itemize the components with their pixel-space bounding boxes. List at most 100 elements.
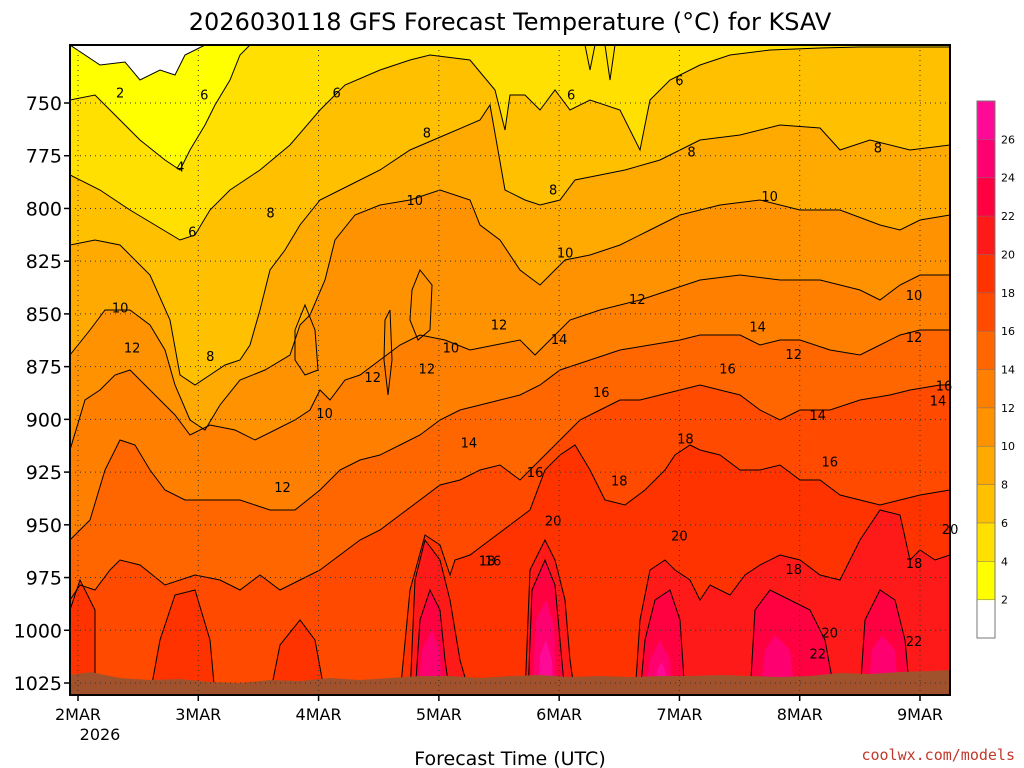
contour-lines: [70, 45, 950, 695]
colorbar-swatch: [977, 254, 995, 294]
y-tick-label: 1000: [14, 620, 62, 642]
colorbar-tick-label: 26: [1001, 133, 1015, 146]
contour-label: 8: [423, 127, 431, 142]
colorbar-tick-label: 4: [1001, 555, 1008, 568]
colorbar-tick-label: 10: [1001, 440, 1015, 453]
colorbar-swatch: [977, 369, 995, 409]
colorbar-tick-label: 8: [1001, 479, 1008, 492]
x-tick-label: 4MAR: [296, 705, 342, 724]
contour-label: 2: [116, 86, 124, 101]
y-tick-label: 825: [26, 251, 62, 273]
y-tick-label: 750: [26, 93, 62, 115]
contour-line-6: [70, 46, 950, 241]
contour-label: 20: [822, 626, 839, 641]
contour-label: 16: [719, 363, 736, 378]
contour-labels: 2 4 6 6 6 6 6 8 8 8 8 8 8 10 10 10 10 10 10 10 12 12 12 12 12 12 1…: [112, 74, 959, 663]
contour-line-4: [70, 45, 251, 171]
colorbar-tick-label: 6: [1001, 517, 1008, 530]
contour-label: 14: [930, 394, 947, 409]
contour-label: 18: [479, 555, 496, 570]
colorbar-tick-label: 14: [1001, 364, 1015, 377]
colorbar-tick-label: 16: [1001, 325, 1015, 338]
colorbar-swatch: [977, 331, 995, 370]
colorbar-swatch: [977, 561, 995, 601]
plot-frame: [69, 44, 951, 696]
x-tick-label: 7MAR: [656, 705, 702, 724]
contour-label: 6: [332, 86, 340, 101]
contour-label: 18: [611, 475, 628, 490]
contour-label: 6: [567, 89, 575, 104]
colorbar-tick-label: 20: [1001, 248, 1015, 261]
contour-label: 20: [545, 515, 562, 530]
contour-line-20: [409, 509, 950, 695]
y-axis: 750 775 800 825 850 875 900 925 950 975 1000 1025: [14, 93, 70, 695]
contour-label: 14: [809, 409, 826, 424]
band-fill-24: [418, 600, 898, 695]
contour-label: 10: [316, 407, 333, 422]
x-tick-label: 5MAR: [416, 705, 462, 724]
contour-label: 8: [206, 350, 214, 365]
colorbar-swatch: [977, 177, 995, 217]
y-tick-label: 925: [26, 462, 62, 484]
contour-line-14: [70, 329, 950, 541]
x-axis-year-label: 2026: [80, 725, 121, 744]
y-tick-label: 775: [26, 146, 62, 168]
contour-label: 16: [485, 555, 502, 570]
colorbar-tick-label: 12: [1001, 402, 1015, 415]
credit-text: coolwx.com/models: [861, 746, 1015, 764]
contour-label: 6: [675, 74, 683, 89]
contour-label: 8: [874, 141, 882, 156]
x-tick-label: 2MAR: [55, 705, 101, 724]
contour-label: 16: [593, 386, 610, 401]
contour-label: 14: [461, 437, 478, 452]
colorbar-swatch: [977, 292, 995, 332]
contour-label: 8: [266, 207, 274, 222]
contour-label: 6: [188, 226, 196, 241]
contour-line-12: [70, 274, 950, 451]
contour-label: 18: [906, 557, 923, 572]
y-tick-label: 875: [26, 357, 62, 379]
contour-line-16: [70, 384, 950, 601]
contour-line-misc: [294, 45, 616, 396]
contour-label: 16: [822, 456, 839, 471]
contour-label: 8: [549, 183, 557, 198]
contour-label: 22: [906, 635, 923, 650]
contour-label: 12: [906, 331, 923, 346]
y-tick-label: 850: [26, 304, 62, 326]
colorbar-swatch: [977, 446, 995, 486]
y-tick-label: 900: [26, 409, 62, 431]
colorbar-swatch: [977, 599, 995, 639]
contour-label: 18: [785, 563, 802, 578]
contour-line-8: [70, 103, 950, 386]
colorbar-swatch: [977, 139, 995, 179]
gridlines: [70, 45, 950, 695]
contour-label: 6: [200, 89, 208, 104]
contour-label: 16: [936, 380, 953, 395]
colorbar-tick-label: 22: [1001, 210, 1015, 223]
contour-label: 8: [687, 146, 695, 161]
contour-label: 12: [491, 318, 508, 333]
colorbar-tick-label: 18: [1001, 287, 1015, 300]
y-tick-label: 950: [26, 515, 62, 537]
contour-label: 10: [557, 247, 574, 262]
contour-label: 12: [274, 481, 291, 496]
contour-label: 12: [124, 342, 141, 357]
contour-label: 14: [551, 333, 568, 348]
y-tick-label: 975: [26, 568, 62, 590]
x-axis: 2MAR 3MAR 4MAR 5MAR 6MAR 7MAR 8MAR 9MAR: [55, 695, 943, 724]
temperature-field: [70, 45, 950, 695]
contour-label: 20: [671, 529, 688, 544]
y-tick-label: 800: [26, 198, 62, 220]
contour-label: 10: [906, 289, 923, 304]
x-axis-title: Forecast Time (UTC): [414, 748, 605, 768]
colorbar-swatch: [977, 101, 995, 140]
contour-line-2: [70, 45, 206, 81]
contour-label: 10: [761, 190, 778, 205]
x-tick-label: 3MAR: [175, 705, 221, 724]
colorbar-swatch: [977, 216, 995, 255]
contour-label: 4: [176, 160, 184, 175]
contour-label: 12: [419, 363, 436, 378]
contour-label: 12: [629, 293, 646, 308]
colorbar-swatch: [977, 484, 995, 524]
